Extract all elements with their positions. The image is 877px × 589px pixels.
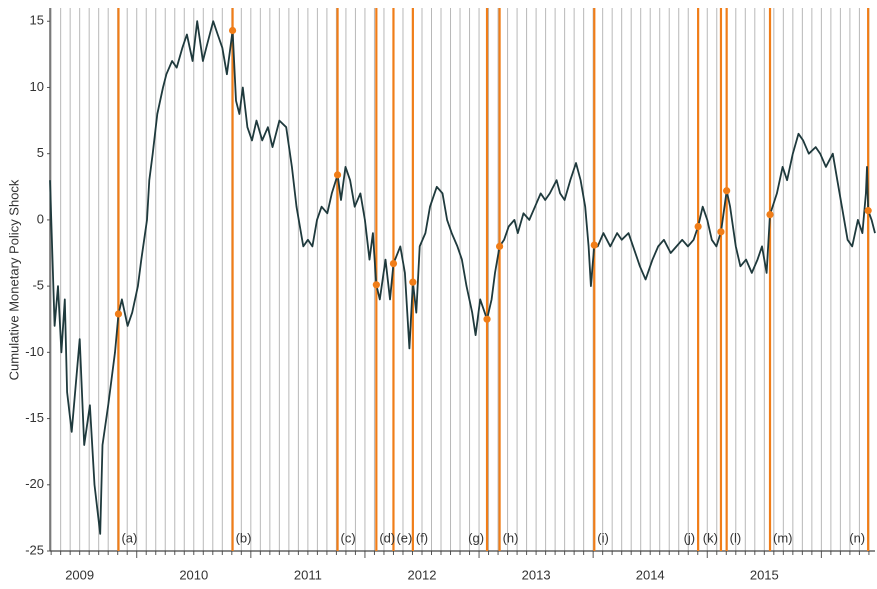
y-tick-label: 15 (30, 13, 44, 28)
x-tick-label: 2009 (65, 567, 94, 582)
x-tick-label: 2010 (179, 567, 208, 582)
event-label: (k) (703, 530, 718, 545)
event-label: (b) (236, 530, 252, 545)
event-dot (389, 260, 398, 268)
event-dot (333, 171, 342, 179)
event-label: (h) (503, 530, 519, 545)
y-tick-label: 0 (37, 211, 44, 226)
y-tick-label: -20 (25, 476, 44, 491)
y-tick-label: 10 (30, 79, 44, 94)
y-tick-label: -5 (32, 278, 44, 293)
event-label: (i) (597, 530, 609, 545)
data-line (49, 20, 876, 535)
event-dot (723, 187, 731, 195)
event-dot (483, 315, 491, 323)
event-dot (372, 281, 380, 289)
event-dot (766, 211, 774, 219)
y-tick-label: -25 (25, 542, 44, 557)
x-tick-label: 2011 (294, 567, 322, 582)
x-tick-label: 2012 (408, 567, 437, 582)
y-tick-label: 5 (37, 145, 44, 160)
event-label: (n) (849, 530, 865, 545)
event-label: (j) (684, 530, 696, 545)
event-dot (409, 278, 417, 286)
y-tick-label: -15 (25, 410, 44, 425)
event-label: (a) (121, 530, 137, 545)
y-tick-label: -10 (25, 344, 44, 359)
event-label: (l) (730, 530, 742, 545)
event-label: (f) (416, 530, 428, 545)
x-tick-label: 2015 (750, 567, 779, 582)
event-dot (228, 26, 237, 35)
event-dot (717, 228, 725, 236)
y-axis-title: Cumulative Monetary Policy Shock (6, 179, 21, 380)
event-dot (864, 207, 872, 215)
x-tick-label: 2013 (522, 567, 551, 582)
event-dot (114, 310, 123, 318)
event-label: (d) (379, 530, 395, 545)
event-label: (m) (773, 530, 793, 545)
event-dot (495, 242, 504, 250)
event-dot (694, 222, 702, 231)
event-dot (590, 241, 598, 249)
event-label: (c) (341, 530, 356, 545)
x-tick-label: 2014 (636, 567, 665, 582)
event-label: (e) (396, 530, 412, 545)
event-label: (g) (468, 530, 484, 545)
